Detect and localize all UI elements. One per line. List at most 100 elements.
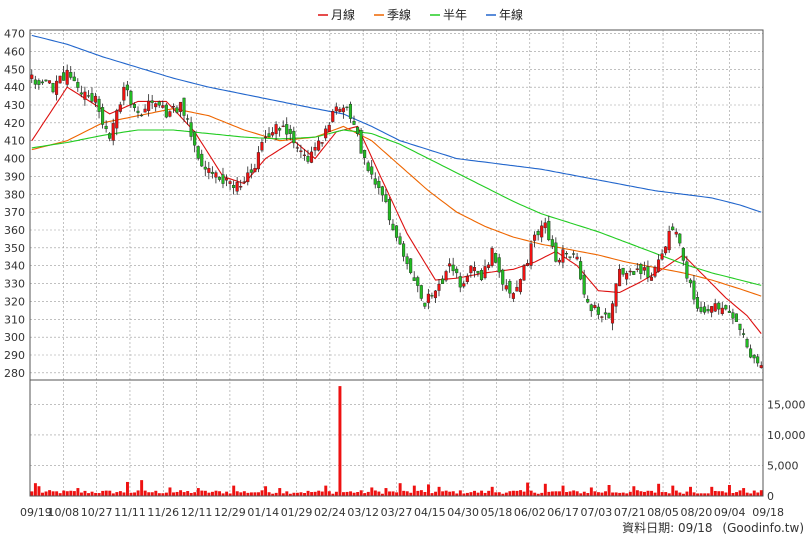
volume-bar (611, 492, 615, 496)
volume-bar (331, 493, 335, 496)
candle-body-down (175, 107, 179, 113)
candle (154, 102, 158, 112)
candle-body-up (720, 307, 724, 315)
candle-body-down (621, 267, 625, 275)
ma-line-月線 (31, 86, 762, 334)
volume-bar (175, 491, 179, 496)
candle-body-down (129, 91, 133, 105)
candle (196, 145, 200, 161)
candle-body-down (164, 104, 168, 118)
candle-body-down (200, 153, 204, 167)
volume-bar (430, 493, 434, 496)
date-tick-label: 10/08 (47, 506, 79, 519)
candle (476, 270, 480, 277)
candle (656, 254, 661, 273)
candle-body-up (281, 125, 285, 127)
candle-body-down (217, 176, 221, 180)
candle-body-down (479, 270, 484, 281)
candle-body-down (738, 323, 742, 330)
volume-bar (210, 491, 214, 496)
candle-body-up (540, 225, 544, 238)
volume-bar (281, 493, 285, 496)
candle (667, 225, 671, 253)
candle (384, 188, 388, 204)
volume-bar (157, 493, 161, 496)
candle-body-down (508, 281, 512, 294)
candle-body-down (405, 256, 409, 265)
volume-bar (494, 492, 498, 496)
volume-bar (692, 492, 696, 496)
volume-bar (536, 493, 540, 496)
candle (380, 185, 384, 202)
candle (426, 288, 430, 310)
candle (271, 127, 275, 138)
price-tick-label: 320 (4, 295, 25, 308)
price-tick-label: 390 (4, 170, 25, 183)
candle (419, 284, 423, 301)
volume-bar (579, 493, 583, 496)
candle-body-down (221, 174, 225, 184)
date-tick-label: 12/29 (214, 506, 246, 519)
volume-bar (72, 491, 76, 496)
candle (370, 160, 374, 180)
candle (600, 315, 604, 323)
volume-bar (79, 492, 83, 496)
candle-body-up (334, 106, 338, 112)
volume-bar (625, 493, 629, 496)
volume-bar (129, 492, 133, 496)
candle (256, 146, 260, 173)
volume-tick-label: 10,000 (767, 429, 806, 442)
footer-label: 資料日期: (622, 521, 674, 535)
volume-bar (313, 491, 317, 496)
volume-bar (558, 491, 561, 496)
candle-body-down (731, 312, 735, 319)
candle-body-down (681, 247, 685, 261)
candle (458, 272, 462, 293)
candle-body-up (331, 111, 335, 122)
candle (724, 304, 728, 311)
volume-bar (653, 492, 657, 496)
candle (699, 301, 703, 314)
candle (734, 313, 738, 322)
candle (295, 142, 299, 153)
candle (391, 219, 395, 232)
volume-bar (334, 491, 338, 496)
candle (727, 305, 731, 313)
volume-bar (62, 490, 66, 496)
candle (387, 197, 391, 225)
candle-body-up (317, 140, 321, 151)
volume-bar (140, 480, 144, 496)
candle (618, 264, 622, 287)
volume-bar (83, 490, 87, 496)
volume-bar (742, 488, 746, 496)
candle-body-down (727, 310, 731, 313)
candle (642, 261, 646, 276)
candle-body-down (752, 354, 756, 359)
candle-body-down (182, 97, 186, 116)
candle (394, 225, 399, 242)
candle-body-down (536, 230, 540, 236)
grid (29, 30, 764, 496)
candle-body-up (313, 147, 317, 151)
candle (713, 298, 717, 313)
candle-body-up (214, 172, 218, 178)
candle-body-down (359, 130, 363, 154)
candle-body-up (561, 249, 565, 263)
candle-body-up (710, 306, 714, 313)
candle-body-down (377, 180, 381, 188)
volume-bar (689, 486, 692, 496)
volume-bar (182, 492, 186, 496)
candle-body-down (409, 258, 413, 273)
candle-body-down (363, 150, 367, 158)
price-tick-label: 360 (4, 224, 25, 237)
volume-bar (448, 491, 452, 496)
volume-bar (543, 483, 547, 496)
candle (210, 166, 214, 179)
candle-body-up (713, 303, 717, 312)
candle-body-down (348, 103, 353, 119)
candle (178, 101, 183, 118)
candle-body-down (210, 171, 214, 174)
candle-body-up (444, 271, 448, 281)
volume-bar (710, 486, 714, 496)
